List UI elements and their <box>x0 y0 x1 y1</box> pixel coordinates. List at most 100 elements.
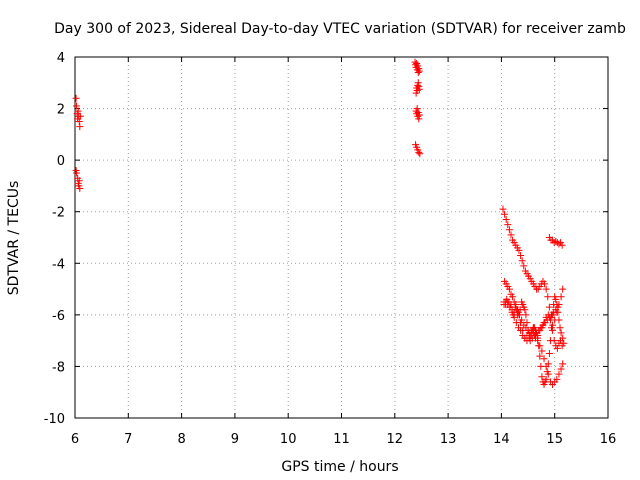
data-point <box>505 226 513 234</box>
x-tick-label: 12 <box>387 432 404 447</box>
x-tick-label: 8 <box>177 432 185 447</box>
data-point <box>558 241 566 249</box>
data-point <box>517 252 525 260</box>
data-point <box>415 67 423 75</box>
y-tick-label: 2 <box>57 103 65 118</box>
data-point <box>549 321 557 329</box>
data-point <box>499 205 507 213</box>
data-point <box>415 85 423 93</box>
data-point <box>504 221 512 229</box>
data-point <box>510 313 518 321</box>
data-point <box>75 177 83 185</box>
data-point <box>557 293 565 301</box>
data-point <box>72 94 80 102</box>
data-point <box>534 337 542 345</box>
data-point <box>540 355 548 363</box>
data-point <box>416 150 424 158</box>
data-point <box>73 102 81 110</box>
x-tick-label: 6 <box>71 432 79 447</box>
y-tick-label: -8 <box>52 360 65 375</box>
data-point <box>538 373 546 381</box>
data-point <box>415 111 423 119</box>
y-tick-labels: -10 -8 -6 -4 -2 0 2 4 <box>44 51 65 427</box>
data-point <box>551 293 559 301</box>
data-point <box>517 326 525 334</box>
data-point <box>414 68 422 76</box>
data-point <box>415 148 423 156</box>
data-point <box>507 231 515 239</box>
y-tick-label: -6 <box>52 309 65 324</box>
data-point <box>544 370 552 378</box>
y-tick-label: -2 <box>52 206 65 221</box>
data-point <box>520 262 528 270</box>
data-point <box>516 311 524 319</box>
data-point <box>76 112 84 120</box>
data-point <box>506 303 514 311</box>
data-point <box>509 293 517 301</box>
data-point <box>536 352 544 360</box>
x-tick-label: 11 <box>333 432 350 447</box>
data-point <box>76 123 84 131</box>
data-point <box>553 375 561 383</box>
data-point <box>502 215 510 223</box>
data-point <box>538 347 546 355</box>
data-point <box>512 301 520 309</box>
data-point <box>545 303 553 311</box>
data-point <box>508 308 516 316</box>
y-tick-label: 4 <box>57 51 65 66</box>
data-point <box>553 344 561 352</box>
data-point <box>501 210 509 218</box>
plot-frame <box>74 56 609 419</box>
data-point <box>513 306 521 314</box>
x-tick-labels: 6 7 8 9 10 11 12 13 14 15 16 <box>71 432 616 447</box>
data-point <box>518 316 526 324</box>
data-point <box>559 360 567 368</box>
data-point <box>539 378 547 386</box>
data-point <box>555 370 563 378</box>
data-point <box>74 107 82 115</box>
data-point <box>541 280 549 288</box>
data-point <box>415 115 423 123</box>
data-point <box>559 334 567 342</box>
data-point <box>413 105 421 113</box>
x-tick-label: 10 <box>280 432 297 447</box>
data-point <box>545 350 553 358</box>
x-tick-label: 14 <box>493 432 510 447</box>
data-point <box>546 337 554 345</box>
data-point <box>504 298 512 306</box>
grid-lines <box>75 57 608 418</box>
x-tick-label: 13 <box>440 432 457 447</box>
chart-title: Day 300 of 2023, Sidereal Day-to-day VTE… <box>54 21 626 37</box>
data-point <box>559 285 567 293</box>
data-point <box>551 316 559 324</box>
data-point <box>556 324 564 332</box>
y-tick-label: 0 <box>57 154 65 169</box>
data-point <box>73 169 81 177</box>
x-axis-label: GPS time / hours <box>281 459 398 475</box>
data-point <box>554 303 562 311</box>
data-point <box>76 185 84 193</box>
data-point <box>518 298 526 306</box>
data-point <box>515 246 523 254</box>
data-point <box>414 79 422 87</box>
data-point <box>560 339 568 347</box>
data-point <box>544 293 552 301</box>
x-tick-label: 16 <box>600 432 617 447</box>
data-point <box>536 342 544 350</box>
data-point <box>524 326 532 334</box>
data-point <box>557 365 565 373</box>
y-axis-label: SDTVAR / TECUs <box>6 181 22 296</box>
y-tick-label: -10 <box>44 412 65 427</box>
x-tick-label: 15 <box>546 432 563 447</box>
data-points <box>72 58 568 388</box>
data-point <box>505 285 513 293</box>
data-point <box>542 285 550 293</box>
x-tick-label: 9 <box>231 432 239 447</box>
data-point <box>522 311 530 319</box>
data-point <box>557 329 565 337</box>
y-tick-label: -4 <box>52 257 65 272</box>
x-tick-label: 7 <box>124 432 132 447</box>
data-point <box>542 362 550 370</box>
data-point <box>75 117 83 125</box>
